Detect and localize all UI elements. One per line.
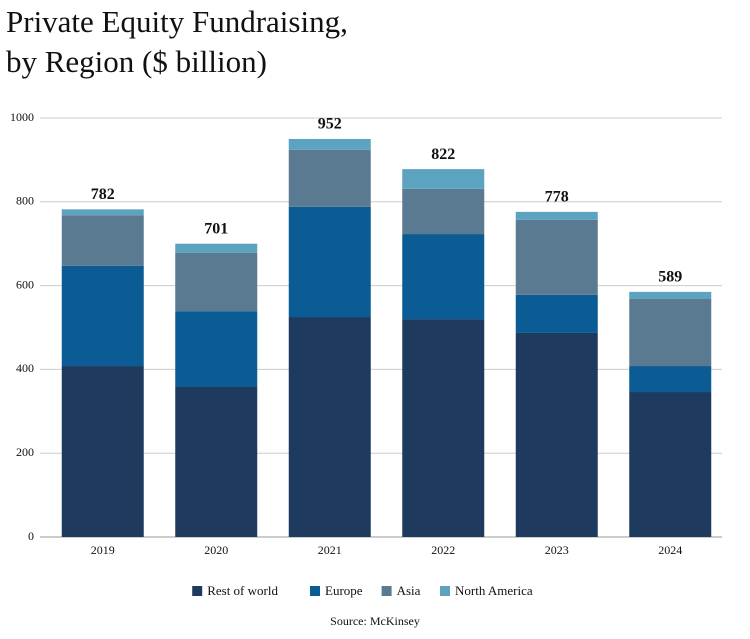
bar-segment bbox=[629, 392, 712, 537]
bar-segment bbox=[515, 332, 598, 537]
total-label: 589 bbox=[658, 269, 682, 286]
x-tick-label: 2020 bbox=[204, 543, 228, 557]
bar-segment bbox=[402, 234, 485, 320]
bar-segment bbox=[288, 317, 371, 537]
x-tick-label: 2024 bbox=[658, 543, 682, 557]
total-label: 782 bbox=[91, 186, 115, 203]
y-tick-label: 800 bbox=[16, 194, 34, 208]
y-tick-label: 400 bbox=[16, 361, 34, 375]
chart-title: Private Equity Fundraising, bbox=[6, 4, 348, 39]
legend-swatch bbox=[381, 586, 392, 596]
legend-swatch bbox=[440, 586, 450, 596]
legend-label: Asia bbox=[397, 583, 421, 598]
chart-subtitle: by Region ($ billion) bbox=[6, 44, 267, 79]
x-tick-label: 2019 bbox=[91, 543, 115, 557]
bar-segment bbox=[61, 209, 144, 216]
legend-label: Europe bbox=[325, 583, 363, 598]
total-label: 778 bbox=[545, 189, 569, 206]
x-tick-label: 2023 bbox=[545, 543, 569, 557]
bar-segment bbox=[288, 149, 371, 207]
bar-segment bbox=[175, 386, 258, 537]
legend-label: Rest of world bbox=[207, 583, 278, 598]
legend-swatch bbox=[310, 586, 320, 596]
bar-segment bbox=[629, 366, 712, 393]
bar-segment bbox=[61, 265, 144, 367]
bar-segment bbox=[175, 252, 258, 312]
bar-segment bbox=[515, 219, 598, 295]
bar-segment bbox=[629, 291, 712, 300]
x-tick-label: 2021 bbox=[318, 543, 342, 557]
legend-swatch bbox=[192, 586, 203, 596]
bar-segment bbox=[175, 243, 258, 253]
y-tick-label: 1000 bbox=[10, 110, 34, 124]
bar-segment bbox=[288, 138, 371, 150]
x-tick-label: 2022 bbox=[431, 543, 455, 557]
bar-segment bbox=[629, 299, 712, 367]
y-tick-label: 0 bbox=[28, 529, 34, 543]
total-label: 822 bbox=[431, 146, 455, 163]
bar-segment bbox=[515, 211, 598, 220]
y-tick-label: 600 bbox=[16, 277, 34, 291]
total-label: 952 bbox=[318, 116, 342, 133]
bar-segment bbox=[288, 206, 371, 318]
legend-label: North America bbox=[455, 583, 533, 598]
y-tick-label: 200 bbox=[16, 445, 34, 459]
source: Source: McKinsey bbox=[330, 614, 420, 628]
total-label: 701 bbox=[204, 220, 228, 237]
bar-segment bbox=[61, 215, 144, 266]
bar-segment bbox=[61, 366, 144, 537]
bar-segment bbox=[402, 319, 485, 537]
bar-segment bbox=[402, 188, 485, 235]
bar-segment bbox=[175, 311, 258, 387]
bar-segment bbox=[515, 294, 598, 333]
bar-segment bbox=[402, 169, 485, 189]
